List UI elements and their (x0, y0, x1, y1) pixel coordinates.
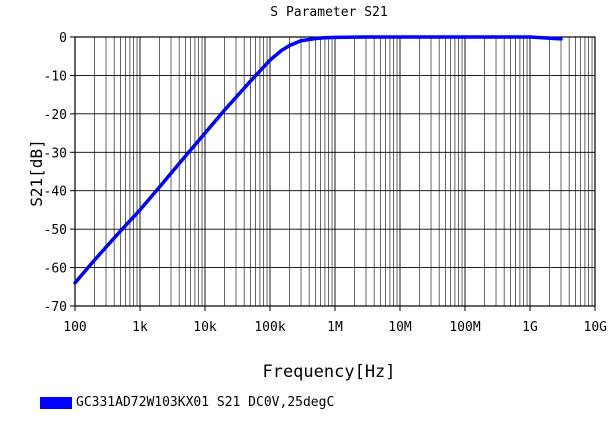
x-axis-label: Frequency[Hz] (262, 362, 395, 382)
legend-swatch (40, 396, 72, 409)
x-tick-label: 1G (522, 320, 538, 335)
x-tick-label: 100 (63, 320, 86, 335)
y-tick-label: -10 (44, 69, 67, 84)
x-tick-label: 10G (584, 320, 608, 335)
y-tick-label: -20 (44, 108, 67, 123)
series-layer (73, 35, 563, 285)
grid (74, 36, 596, 307)
tick-labels: 100 1k 10k 100k 1M 10M 100M 1G 10G 0 -10 -20 -30 -40 -… (44, 31, 608, 335)
y-tick-label: -50 (44, 223, 67, 238)
x-tick-label: 1k (132, 320, 148, 335)
y-axis-label: S21[dB] (27, 139, 46, 206)
x-tick-label: 10M (388, 320, 412, 335)
axes (70, 36, 596, 311)
y-tick-label: 0 (59, 31, 67, 46)
x-tick-label: 100k (254, 320, 285, 335)
series-line-0 (73, 35, 563, 285)
x-tick-label: 1M (327, 320, 343, 335)
legend: GC331AD72W103KX01 S21 DC0V,25degC (40, 395, 334, 410)
y-tick-label: -40 (44, 185, 67, 200)
y-tick-label: -30 (44, 146, 67, 161)
chart-title: S Parameter S21 (270, 5, 387, 20)
x-tick-label: 10k (193, 320, 217, 335)
y-tick-label: -60 (44, 262, 67, 277)
y-tick-label: -70 (44, 300, 67, 315)
legend-label: GC331AD72W103KX01 S21 DC0V,25degC (76, 395, 335, 410)
x-tick-label: 100M (449, 320, 480, 335)
